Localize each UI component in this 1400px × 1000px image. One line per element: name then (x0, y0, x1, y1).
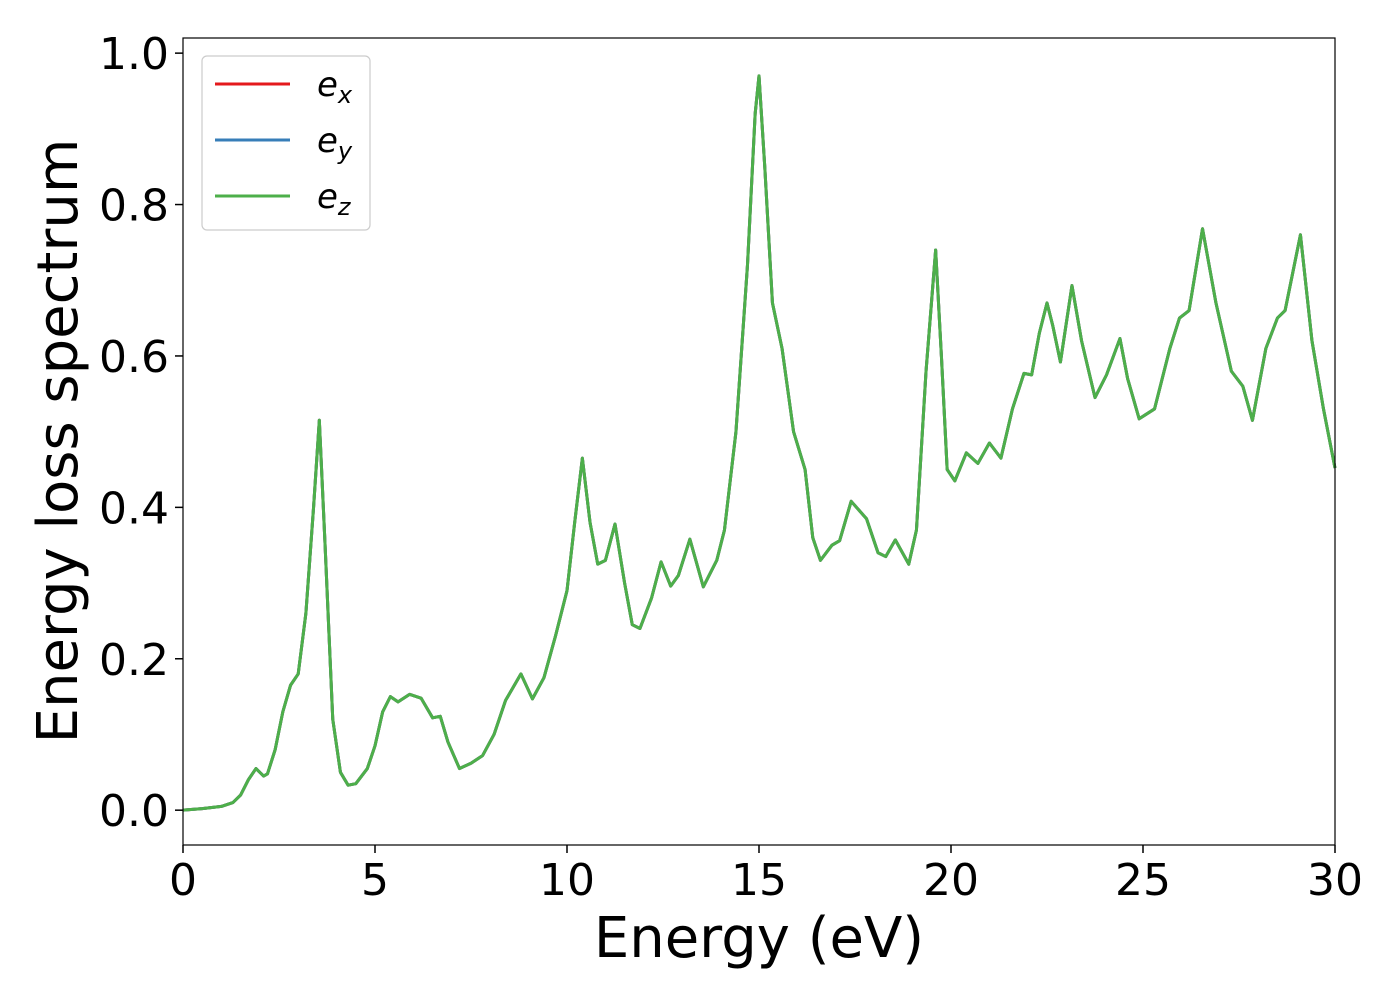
x-tick-label: 30 (1307, 855, 1363, 906)
y-tick-label: 0.2 (99, 635, 169, 686)
x-tick-label: 25 (1115, 855, 1171, 906)
y-tick-label: 0.8 (99, 181, 169, 232)
x-axis-label: Energy (eV) (594, 906, 924, 971)
plot-frame (182, 37, 1336, 846)
x-tick-label: 0 (169, 855, 197, 906)
line (182, 74, 1337, 812)
legend-label: ex (317, 65, 353, 109)
legend-label: ey (317, 121, 353, 165)
y-tick-label: 0.0 (99, 786, 169, 837)
x-tick-label: 5 (361, 855, 389, 906)
x-tick-label: 15 (731, 855, 787, 906)
x-tick-label: 10 (539, 855, 595, 906)
y-tick-label: 0.4 (99, 483, 169, 534)
legend-box (201, 55, 371, 231)
legend-label: ez (317, 177, 352, 221)
y-tick-label: 1.0 (99, 29, 169, 80)
y-tick-label: 0.6 (99, 332, 169, 383)
y-axis-label: Energy loss spectrum (26, 139, 91, 744)
x-tick-label: 20 (923, 855, 979, 906)
